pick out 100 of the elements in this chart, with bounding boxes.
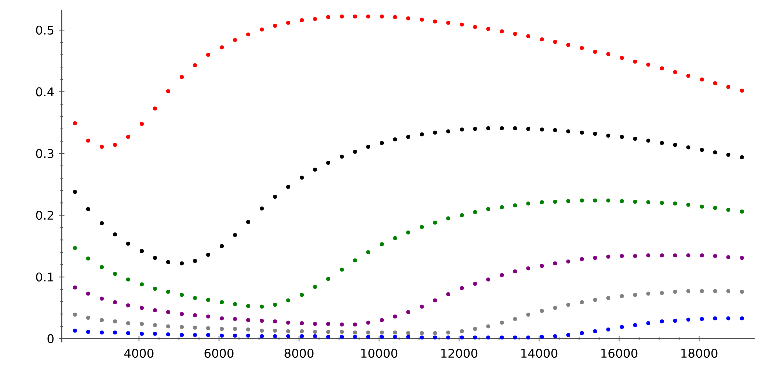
point <box>700 317 704 322</box>
point <box>446 216 451 221</box>
y-tick-label: 0.2 <box>36 210 54 220</box>
point <box>393 330 398 335</box>
point <box>446 20 451 25</box>
point <box>660 66 664 71</box>
point <box>233 317 238 322</box>
point <box>686 203 691 208</box>
point <box>420 18 424 22</box>
point <box>433 130 438 135</box>
point <box>140 322 144 326</box>
point <box>553 306 558 310</box>
point <box>126 242 130 246</box>
point <box>660 320 664 324</box>
point <box>206 298 210 302</box>
point <box>660 201 664 206</box>
point <box>593 50 598 54</box>
point <box>553 200 558 204</box>
point <box>340 268 344 272</box>
point <box>646 322 651 326</box>
point <box>513 317 518 322</box>
point <box>353 258 358 263</box>
point <box>420 331 424 336</box>
point <box>366 14 370 19</box>
point <box>153 308 158 313</box>
point <box>540 128 544 132</box>
point <box>326 277 330 282</box>
point <box>580 198 584 203</box>
x-tick-label: 18000 <box>682 348 718 358</box>
point <box>193 326 198 330</box>
point <box>460 286 464 290</box>
point <box>286 330 290 334</box>
point <box>726 316 731 321</box>
point <box>580 46 584 50</box>
point <box>246 32 250 37</box>
point <box>246 220 250 224</box>
point <box>433 20 438 24</box>
point <box>726 255 731 260</box>
point <box>233 334 238 338</box>
point <box>660 291 664 296</box>
point <box>393 236 398 240</box>
point <box>593 256 598 260</box>
point <box>246 318 250 322</box>
point <box>86 138 90 143</box>
point <box>206 333 210 338</box>
point <box>366 320 370 325</box>
point <box>393 335 398 340</box>
point <box>593 298 598 302</box>
point <box>233 302 238 306</box>
point <box>73 328 78 333</box>
point <box>100 318 104 322</box>
point <box>113 143 118 148</box>
point <box>220 316 224 321</box>
point <box>326 15 330 20</box>
point <box>726 153 731 158</box>
point <box>606 328 611 332</box>
point <box>620 254 624 258</box>
point <box>366 250 370 255</box>
point <box>86 316 90 320</box>
point <box>140 306 144 310</box>
point <box>340 322 344 327</box>
point <box>713 150 718 155</box>
point <box>473 25 478 30</box>
x-tick-label: 8000 <box>284 348 314 358</box>
point <box>673 202 678 206</box>
point <box>313 17 318 22</box>
point <box>166 260 170 264</box>
point <box>340 335 344 340</box>
point <box>86 330 90 334</box>
point <box>273 334 278 338</box>
point <box>393 138 398 142</box>
point <box>260 304 264 309</box>
point <box>740 210 744 214</box>
point <box>673 70 678 74</box>
point <box>193 313 198 318</box>
point <box>633 323 638 328</box>
point <box>553 262 558 266</box>
point <box>500 336 504 340</box>
point <box>113 330 118 335</box>
point <box>100 145 104 150</box>
point <box>126 331 130 336</box>
point <box>86 207 90 212</box>
point <box>513 32 518 36</box>
point <box>366 330 370 335</box>
x-tick-label: 16000 <box>602 348 638 358</box>
point <box>100 265 104 270</box>
point <box>433 336 438 340</box>
point <box>473 336 478 340</box>
point <box>566 199 571 204</box>
point <box>193 296 198 300</box>
point <box>633 200 638 204</box>
point <box>353 322 358 327</box>
x-tick-label: 6000 <box>204 348 234 358</box>
point <box>473 127 478 132</box>
y-tick-label: 0.1 <box>36 272 54 282</box>
point <box>686 318 691 322</box>
point <box>340 330 344 334</box>
point <box>313 330 318 334</box>
point <box>646 254 651 258</box>
point <box>486 336 491 340</box>
